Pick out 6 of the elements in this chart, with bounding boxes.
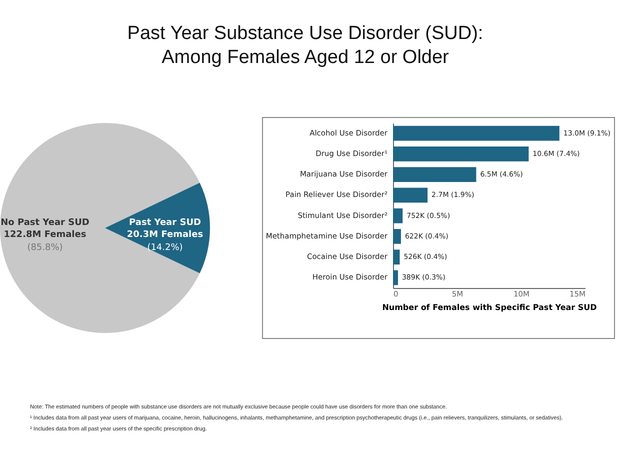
text: 20.3M Females (14.2%) <box>126 230 204 253</box>
text: Past Year Substance Use Disorder (SUD): Among Females Aged 12 or Older <box>127 23 484 68</box>
x-axis-title: Number of Females with Specific Past Year SUD <box>382 303 598 312</box>
text: 122.8M Females (85.8%) <box>4 230 86 253</box>
slice-label: Past Year SUD <box>129 218 201 228</box>
slice-label: No Past Year SUD <box>0 218 90 228</box>
